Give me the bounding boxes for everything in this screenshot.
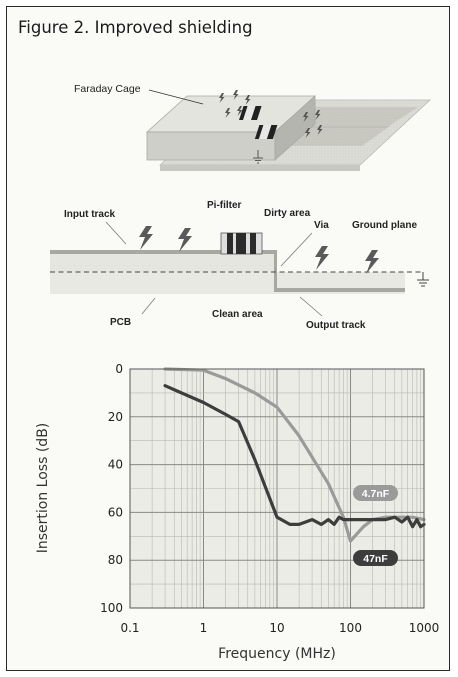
cage-noise-bolts <box>219 90 323 138</box>
y-tick-label: 0 <box>115 362 123 376</box>
pcb-board-edge <box>160 165 360 171</box>
output-track-leader <box>299 296 323 317</box>
x-tick-label: 0.1 <box>120 621 139 635</box>
faraday-cage-label: Faraday Cage <box>74 83 141 95</box>
pcb-label: PCB <box>110 317 131 328</box>
x-tick-label: 1 <box>200 621 208 635</box>
faraday-cage-leader <box>148 89 204 105</box>
clean-area-label: Clean area <box>212 309 263 320</box>
cage-side <box>274 95 316 161</box>
series-line-47nF <box>163 384 426 529</box>
y-tick-label: 80 <box>108 553 123 567</box>
legend-4-7nF: 4.7nF <box>353 485 398 501</box>
legend-47nF: 47nF <box>353 550 398 566</box>
legend-4-7nF-pill <box>353 485 398 501</box>
cage-ground-symbol <box>253 150 263 164</box>
cross-section-diagram: Input track Pi-filter Dirty area Via Gro… <box>50 200 429 331</box>
legend-47nF-pill <box>353 550 398 566</box>
insertion-loss-chart: 0.1 1 10 100 1000 0 20 40 60 80 100 Frequency (MHz… <box>35 362 439 662</box>
legend-4-7nF-label: 4.7nF <box>362 488 390 500</box>
chart-ticks: 0.1 1 10 100 1000 0 20 40 60 80 100 <box>100 362 439 635</box>
via <box>274 250 277 292</box>
via-leader <box>280 232 313 267</box>
faraday-cage-illustration: Faraday Cage <box>74 83 432 171</box>
x-tick-label: 10 <box>269 621 284 635</box>
x-tick-label: 1000 <box>409 621 440 635</box>
ground-plane-symbol <box>417 272 429 287</box>
pi-filter <box>220 232 263 255</box>
input-track <box>50 250 277 254</box>
y-tick-label: 60 <box>108 505 123 519</box>
chart-series <box>163 367 426 543</box>
pi-filter-label: Pi-filter <box>207 200 242 211</box>
y-tick-label: 20 <box>108 410 123 424</box>
dirty-area-label: Dirty area <box>264 208 311 219</box>
output-track-label: Output track <box>306 320 366 331</box>
input-track-label: Input track <box>64 209 116 220</box>
y-axis-title: Insertion Loss (dB) <box>35 423 51 554</box>
pi-filter-component-2 <box>254 125 278 139</box>
y-tick-label: 40 <box>108 458 123 472</box>
dirty-area-band <box>50 254 274 272</box>
x-tick-label: 100 <box>339 621 362 635</box>
plot-border <box>129 368 425 609</box>
legend-47nF-label: 47nF <box>363 553 388 565</box>
y-tick-label: 100 <box>100 601 123 615</box>
figure-title: Figure 2. Improved shielding <box>18 18 253 37</box>
input-track-leader <box>105 221 127 245</box>
via-label: Via <box>314 220 329 231</box>
noise-bolts <box>139 226 379 274</box>
output-track <box>274 288 405 292</box>
ground-plane-label: Ground plane <box>352 220 417 231</box>
x-axis-title: Frequency (MHz) <box>218 646 336 662</box>
pcb-leader <box>141 297 156 315</box>
pi-filter-component-1 <box>239 106 262 120</box>
